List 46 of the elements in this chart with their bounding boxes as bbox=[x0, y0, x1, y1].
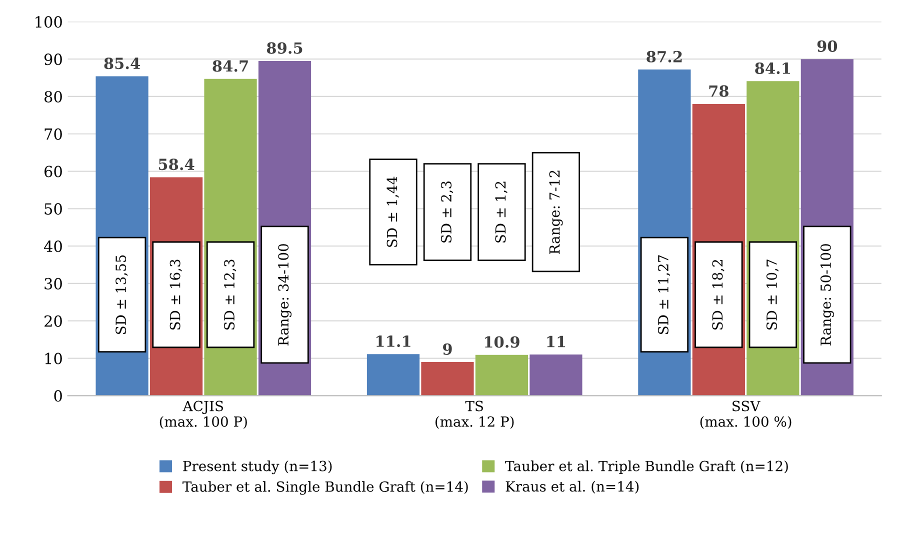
annotation: SD ± 1,44 bbox=[386, 176, 399, 247]
data-label: 87.2 bbox=[646, 50, 682, 62]
data-label: 89.5 bbox=[266, 42, 302, 54]
annotation: SD ± 11,27 bbox=[658, 255, 670, 334]
y-tick-label: 100 bbox=[36, 16, 62, 28]
bar bbox=[475, 354, 528, 396]
data-label: 90 bbox=[817, 40, 838, 52]
y-tick-label: 80 bbox=[44, 90, 62, 102]
data-label: 10.9 bbox=[484, 336, 520, 348]
annotation: SD ± 2,3 bbox=[441, 181, 454, 242]
y-tick-label: 90 bbox=[44, 54, 62, 66]
y-tick-label: 0 bbox=[54, 390, 62, 402]
data-label: 11 bbox=[547, 336, 566, 348]
data-label: 9 bbox=[442, 343, 452, 355]
bar bbox=[366, 354, 420, 396]
legend-label: Present study (n=13) bbox=[183, 460, 332, 474]
y-tick-label: 50 bbox=[44, 203, 62, 215]
data-label: 11.1 bbox=[376, 335, 410, 348]
data-label: 58.4 bbox=[158, 158, 194, 170]
annotation: Range: 50-100 bbox=[820, 244, 834, 346]
annotation: SD ± 16,3 bbox=[170, 260, 182, 330]
y-tick-label: 20 bbox=[44, 315, 62, 327]
data-label: 84.7 bbox=[212, 60, 248, 72]
annotation: SD ± 18,2 bbox=[712, 260, 724, 330]
annotation: Range: 34-100 bbox=[278, 244, 292, 346]
y-tick-label: 70 bbox=[44, 128, 62, 140]
legend-label: Tauber et al. Single Bundle Graft (n=14) bbox=[182, 481, 468, 495]
y-tick-label: 10 bbox=[45, 352, 62, 364]
annotation: SD ± 10,7 bbox=[766, 260, 779, 330]
data-label: 84.1 bbox=[755, 62, 790, 74]
legend-label: Tauber et al. Triple Bundle Graft (n=12) bbox=[505, 460, 788, 474]
x-tick-label: ACJIS (max. 100 P) bbox=[160, 400, 247, 429]
legend-label: Kraus et al. (n=14) bbox=[506, 480, 639, 494]
y-tick-label: 60 bbox=[44, 166, 62, 178]
x-tick-label: SSV (max. 100 %) bbox=[700, 400, 792, 429]
y-tick-label: 30 bbox=[44, 278, 62, 290]
data-label: 85.4 bbox=[104, 58, 140, 70]
annotation: SD ± 12,3 bbox=[224, 260, 236, 330]
annotation: Range: 7-12 bbox=[549, 170, 563, 254]
bar bbox=[421, 362, 474, 396]
bar bbox=[530, 354, 582, 396]
data-label: 78 bbox=[709, 85, 728, 97]
y-tick-label: 40 bbox=[44, 240, 62, 252]
annotation: SD ± 13,55 bbox=[116, 255, 128, 334]
annotation: SD ± 1,2 bbox=[495, 182, 508, 242]
x-tick-label: TS (max. 12 P) bbox=[436, 400, 514, 429]
